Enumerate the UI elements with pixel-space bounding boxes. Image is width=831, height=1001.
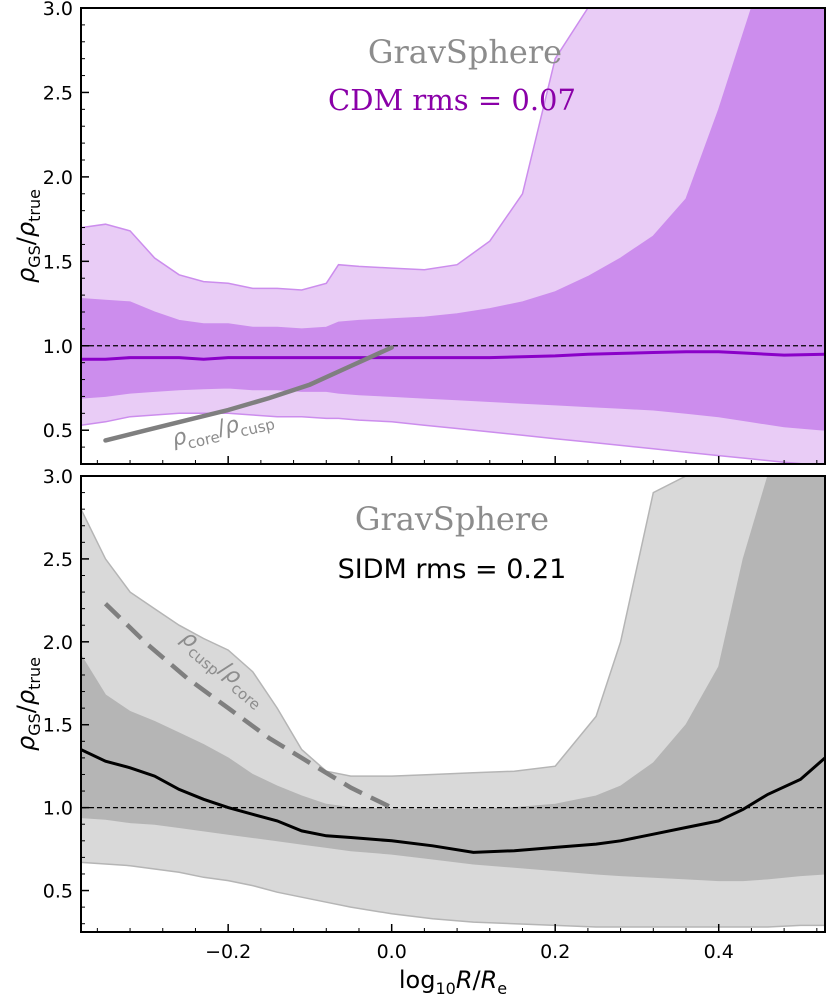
- bottom-axes-frame: [80, 475, 826, 933]
- top-median-line: [81, 350, 825, 361]
- bottom-panel-subtitle: SIDM rms = 0.21: [338, 554, 567, 585]
- top-panel-subtitle: CDM rms = 0.07: [328, 83, 576, 117]
- bottom-y-tick-label: 3.0: [43, 466, 73, 488]
- top-ratio-curve: [103, 345, 394, 443]
- top-x-ticks: [96, 456, 818, 464]
- bottom-y-axis-label: ρGS/ρtrue: [12, 657, 44, 751]
- x-tick-label: 0.4: [704, 941, 734, 963]
- bottom-y-ticks: 0.5 1.0 1.5 2.0 2.5 3.0: [43, 466, 89, 925]
- x-axis-label: log10R/Re: [399, 966, 507, 998]
- bottom-panel-title: GravSphere: [355, 500, 549, 538]
- top-y-tick-label: 1.0: [43, 336, 73, 358]
- bottom-y-tick-label: 1.5: [43, 715, 73, 737]
- bottom-x-ticks: −0.2 0.0 0.2 0.4: [96, 924, 818, 963]
- bottom-y-tick-label: 2.0: [43, 632, 73, 654]
- x-tick-label: −0.2: [205, 941, 251, 963]
- top-y-tick-label: 1.5: [43, 251, 73, 273]
- bottom-y-tick-label: 2.5: [43, 549, 73, 571]
- bottom-y-tick-label: 0.5: [43, 881, 73, 903]
- bottom-plot-area: [81, 476, 825, 928]
- bottom-inner-band: [81, 476, 825, 882]
- bottom-y-tick-label: 1.0: [43, 798, 73, 820]
- top-inner-band: [81, 8, 825, 431]
- top-y-tick-label: 2.5: [43, 82, 73, 104]
- bottom-ratio-curve: [103, 602, 393, 810]
- top-axes-frame: [80, 7, 826, 465]
- top-y-tick-label: 3.0: [43, 0, 73, 20]
- top-y-tick-label: 2.0: [43, 167, 73, 189]
- x-tick-label: 0.2: [540, 941, 570, 963]
- x-tick-label: 0.0: [377, 941, 407, 963]
- top-y-ticks: 0.5 1.0 1.5 2.0 2.5 3.0: [43, 0, 89, 465]
- top-panel: 0.5 1.0 1.5 2.0 2.5 3.0 GravSphere CDM rms = …: [12, 0, 826, 465]
- top-panel-title: GravSphere: [368, 33, 562, 71]
- bottom-median-line: [81, 748, 825, 854]
- top-y-tick-label: 0.5: [43, 420, 73, 442]
- bottom-panel: 0.5 1.0 1.5 2.0 2.5 3.0 −0.2 0.0 0.2 0.4 GravSph…: [12, 466, 826, 998]
- top-plot-area: [81, 8, 825, 464]
- top-y-axis-label: ρGS/ρtrue: [12, 189, 44, 283]
